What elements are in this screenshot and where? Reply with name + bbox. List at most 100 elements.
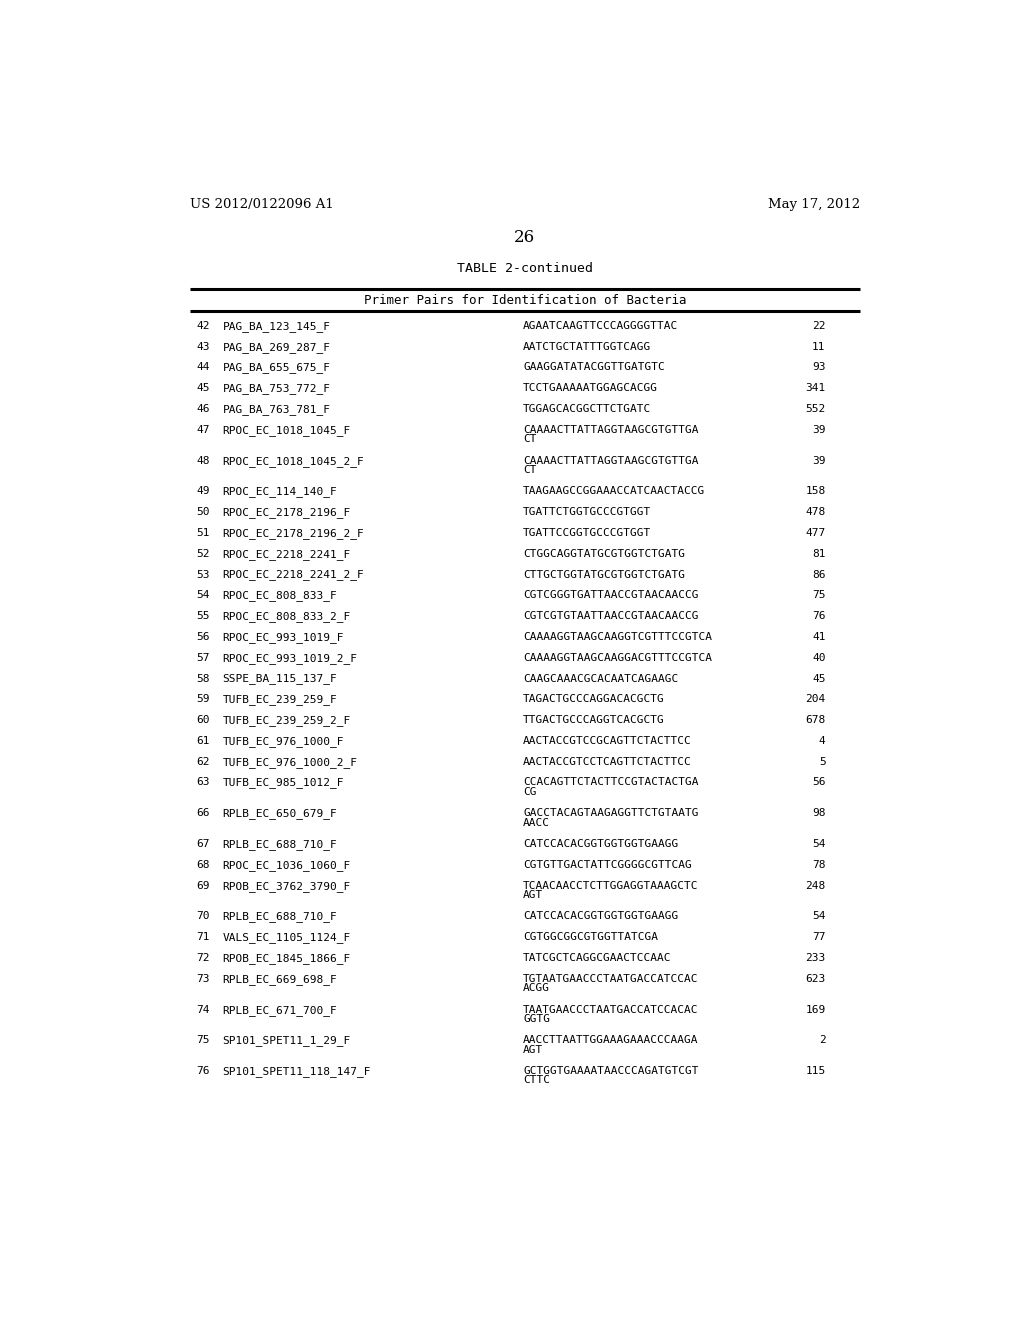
Text: PAG_BA_655_675_F: PAG_BA_655_675_F	[222, 363, 331, 374]
Text: 678: 678	[805, 715, 825, 725]
Text: US 2012/0122096 A1: US 2012/0122096 A1	[190, 198, 334, 211]
Text: TCAACAACCTCTTGGAGGTAAAGCTC: TCAACAACCTCTTGGAGGTAAAGCTC	[523, 880, 698, 891]
Text: RPOC_EC_114_140_F: RPOC_EC_114_140_F	[222, 487, 337, 498]
Text: 51: 51	[197, 528, 210, 539]
Text: RPOC_EC_1036_1060_F: RPOC_EC_1036_1060_F	[222, 859, 351, 871]
Text: CAAAACTTATTAGGTAAGCGTGTTGA: CAAAACTTATTAGGTAAGCGTGTTGA	[523, 425, 698, 434]
Text: 115: 115	[805, 1067, 825, 1076]
Text: 26: 26	[514, 230, 536, 247]
Text: ACGG: ACGG	[523, 983, 550, 993]
Text: TATCGCTCAGGCGAACTCCAAC: TATCGCTCAGGCGAACTCCAAC	[523, 953, 672, 964]
Text: RPOC_EC_1018_1045_F: RPOC_EC_1018_1045_F	[222, 425, 351, 436]
Text: AACTACCGTCCGCAGTTCTACTTCC: AACTACCGTCCGCAGTTCTACTTCC	[523, 737, 692, 746]
Text: 2: 2	[819, 1035, 825, 1045]
Text: GCTGGTGAAAATAACCCAGATGTCGT: GCTGGTGAAAATAACCCAGATGTCGT	[523, 1067, 698, 1076]
Text: RPLB_EC_688_710_F: RPLB_EC_688_710_F	[222, 840, 337, 850]
Text: CTGGCAGGTATGCGTGGTCTGATG: CTGGCAGGTATGCGTGGTCTGATG	[523, 549, 685, 558]
Text: 57: 57	[197, 653, 210, 663]
Text: 39: 39	[812, 425, 825, 434]
Text: CAAGCAAACGCACAATCAGAAGC: CAAGCAAACGCACAATCAGAAGC	[523, 673, 679, 684]
Text: RPOB_EC_3762_3790_F: RPOB_EC_3762_3790_F	[222, 880, 351, 891]
Text: 67: 67	[197, 840, 210, 849]
Text: CTTGCTGGTATGCGTGGTCTGATG: CTTGCTGGTATGCGTGGTCTGATG	[523, 570, 685, 579]
Text: RPOC_EC_1018_1045_2_F: RPOC_EC_1018_1045_2_F	[222, 455, 365, 466]
Text: RPOC_EC_2218_2241_2_F: RPOC_EC_2218_2241_2_F	[222, 570, 365, 581]
Text: 158: 158	[805, 487, 825, 496]
Text: AGAATCAAGTTCCCAGGGGTTAC: AGAATCAAGTTCCCAGGGGTTAC	[523, 321, 679, 331]
Text: 54: 54	[812, 911, 825, 921]
Text: TUFB_EC_239_259_2_F: TUFB_EC_239_259_2_F	[222, 715, 351, 726]
Text: 58: 58	[197, 673, 210, 684]
Text: 60: 60	[197, 715, 210, 725]
Text: 47: 47	[197, 425, 210, 434]
Text: RPOC_EC_2178_2196_F: RPOC_EC_2178_2196_F	[222, 507, 351, 519]
Text: CAAAAGGTAAGCAAGGACGTTTCCGTCA: CAAAAGGTAAGCAAGGACGTTTCCGTCA	[523, 653, 713, 663]
Text: CGTGTTGACTATTCGGGGCGTTCAG: CGTGTTGACTATTCGGGGCGTTCAG	[523, 859, 692, 870]
Text: 39: 39	[812, 455, 825, 466]
Text: 4: 4	[819, 737, 825, 746]
Text: 5: 5	[819, 756, 825, 767]
Text: 66: 66	[197, 808, 210, 818]
Text: 11: 11	[812, 342, 825, 351]
Text: 341: 341	[805, 383, 825, 393]
Text: TAGACTGCCCAGGACACGCTG: TAGACTGCCCAGGACACGCTG	[523, 694, 665, 705]
Text: 61: 61	[197, 737, 210, 746]
Text: 42: 42	[197, 321, 210, 331]
Text: 45: 45	[812, 673, 825, 684]
Text: 62: 62	[197, 756, 210, 767]
Text: 68: 68	[197, 859, 210, 870]
Text: TGTAATGAACCCTAATGACCATCCAC: TGTAATGAACCCTAATGACCATCCAC	[523, 974, 698, 983]
Text: TCCTGAAAAATGGAGCACGG: TCCTGAAAAATGGAGCACGG	[523, 383, 658, 393]
Text: CATCCACACGGTGGTGGTGAAGG: CATCCACACGGTGGTGGTGAAGG	[523, 840, 679, 849]
Text: 53: 53	[197, 570, 210, 579]
Text: TUFB_EC_985_1012_F: TUFB_EC_985_1012_F	[222, 777, 344, 788]
Text: PAG_BA_763_781_F: PAG_BA_763_781_F	[222, 404, 331, 414]
Text: 204: 204	[805, 694, 825, 705]
Text: CATCCACACGGTGGTGGTGAAGG: CATCCACACGGTGGTGGTGAAGG	[523, 911, 679, 921]
Text: RPOB_EC_1845_1866_F: RPOB_EC_1845_1866_F	[222, 953, 351, 964]
Text: CAAAAGGTAAGCAAGGTCGTTTCCGTCA: CAAAAGGTAAGCAAGGTCGTTTCCGTCA	[523, 632, 713, 642]
Text: 71: 71	[197, 932, 210, 942]
Text: 70: 70	[197, 911, 210, 921]
Text: 78: 78	[812, 859, 825, 870]
Text: RPOC_EC_993_1019_2_F: RPOC_EC_993_1019_2_F	[222, 653, 357, 664]
Text: TABLE 2-continued: TABLE 2-continued	[457, 263, 593, 276]
Text: 81: 81	[812, 549, 825, 558]
Text: AACTACCGTCCTCAGTTCTACTTCC: AACTACCGTCCTCAGTTCTACTTCC	[523, 756, 692, 767]
Text: 63: 63	[197, 777, 210, 788]
Text: CTTC: CTTC	[523, 1076, 550, 1085]
Text: 44: 44	[197, 363, 210, 372]
Text: TUFB_EC_976_1000_F: TUFB_EC_976_1000_F	[222, 737, 344, 747]
Text: 74: 74	[197, 1005, 210, 1015]
Text: 56: 56	[812, 777, 825, 788]
Text: RPOC_EC_2218_2241_F: RPOC_EC_2218_2241_F	[222, 549, 351, 560]
Text: 169: 169	[805, 1005, 825, 1015]
Text: TGATTCTGGTGCCCGTGGT: TGATTCTGGTGCCCGTGGT	[523, 507, 651, 517]
Text: 75: 75	[197, 1035, 210, 1045]
Text: TTGACTGCCCAGGTCACGCTG: TTGACTGCCCAGGTCACGCTG	[523, 715, 665, 725]
Text: 59: 59	[197, 694, 210, 705]
Text: PAG_BA_269_287_F: PAG_BA_269_287_F	[222, 342, 331, 352]
Text: SP101_SPET11_1_29_F: SP101_SPET11_1_29_F	[222, 1035, 351, 1047]
Text: GAAGGATATACGGTTGATGTC: GAAGGATATACGGTTGATGTC	[523, 363, 665, 372]
Text: 46: 46	[197, 404, 210, 414]
Text: TAATGAACCCTAATGACCATCCACAC: TAATGAACCCTAATGACCATCCACAC	[523, 1005, 698, 1015]
Text: Primer Pairs for Identification of Bacteria: Primer Pairs for Identification of Bacte…	[364, 294, 686, 308]
Text: RPOC_EC_993_1019_F: RPOC_EC_993_1019_F	[222, 632, 344, 643]
Text: 45: 45	[197, 383, 210, 393]
Text: 86: 86	[812, 570, 825, 579]
Text: 93: 93	[812, 363, 825, 372]
Text: CAAAACTTATTAGGTAAGCGTGTTGA: CAAAACTTATTAGGTAAGCGTGTTGA	[523, 455, 698, 466]
Text: 477: 477	[805, 528, 825, 539]
Text: TGATTCCGGTGCCCGTGGT: TGATTCCGGTGCCCGTGGT	[523, 528, 651, 539]
Text: CGTGGCGGCGTGGTTATCGA: CGTGGCGGCGTGGTTATCGA	[523, 932, 658, 942]
Text: 76: 76	[197, 1067, 210, 1076]
Text: CGTCGTGTAATTAACCGTAACAACCG: CGTCGTGTAATTAACCGTAACAACCG	[523, 611, 698, 622]
Text: RPOC_EC_2178_2196_2_F: RPOC_EC_2178_2196_2_F	[222, 528, 365, 539]
Text: 73: 73	[197, 974, 210, 983]
Text: 54: 54	[812, 840, 825, 849]
Text: CT: CT	[523, 465, 537, 475]
Text: 552: 552	[805, 404, 825, 414]
Text: AGT: AGT	[523, 890, 544, 900]
Text: CGTCGGGTGATTAACCGTAACAACCG: CGTCGGGTGATTAACCGTAACAACCG	[523, 590, 698, 601]
